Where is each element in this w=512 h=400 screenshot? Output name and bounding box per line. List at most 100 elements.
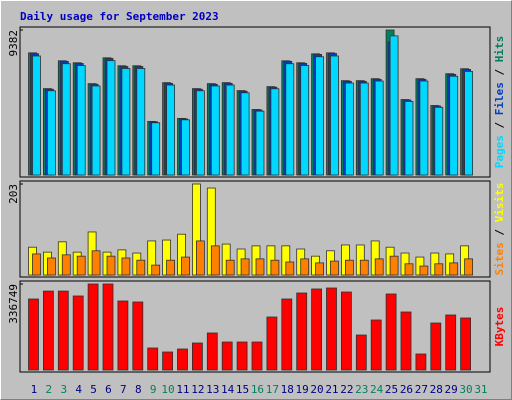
- x-tick-label: 28: [430, 383, 443, 396]
- bar: [206, 332, 218, 371]
- bar: [61, 254, 71, 276]
- bar: [151, 122, 161, 176]
- bar: [61, 63, 71, 176]
- x-tick-label: 8: [135, 383, 142, 396]
- bar: [195, 90, 205, 176]
- bar: [419, 265, 429, 276]
- x-tick-label: 5: [90, 383, 97, 396]
- bar: [132, 301, 144, 371]
- bar: [374, 258, 384, 276]
- bar: [121, 68, 131, 176]
- legend-entry: Hits: [493, 36, 506, 63]
- bar: [121, 257, 131, 276]
- bar: [419, 80, 429, 176]
- x-tick-label: 12: [191, 383, 204, 396]
- bar: [266, 316, 278, 371]
- bar: [296, 292, 308, 371]
- bar: [340, 291, 352, 371]
- legend: KBytes: [493, 307, 506, 347]
- bar: [102, 283, 114, 371]
- x-tick-label: 20: [310, 383, 323, 396]
- legend-separator: /: [493, 222, 506, 242]
- bar: [315, 56, 325, 176]
- legend: Pages / Files / Hits: [493, 36, 506, 169]
- bar: [285, 63, 295, 176]
- bar: [136, 68, 146, 176]
- bar: [285, 261, 295, 276]
- x-tick-label: 29: [445, 383, 458, 396]
- chart-title: Daily usage for September 2023: [20, 10, 219, 23]
- bar: [76, 65, 86, 176]
- bar: [210, 85, 220, 176]
- legend: Sites / Visits: [493, 183, 506, 276]
- x-tick-label: 21: [325, 383, 338, 396]
- bar: [255, 258, 265, 276]
- x-tick-label: 16: [251, 383, 264, 396]
- x-tick-label: 15: [236, 383, 249, 396]
- bar: [162, 351, 174, 371]
- bar: [415, 353, 427, 371]
- bar: [300, 258, 310, 276]
- bar: [166, 259, 176, 276]
- x-tick-label: 11: [176, 383, 189, 396]
- bar: [91, 85, 101, 176]
- bar: [251, 341, 263, 371]
- bar: [326, 287, 337, 371]
- bar: [117, 300, 129, 371]
- x-tick-label: 6: [105, 383, 112, 396]
- bar: [240, 92, 250, 176]
- bar: [330, 55, 339, 176]
- bar: [225, 84, 235, 176]
- x-tick-label: 14: [221, 383, 235, 396]
- bar: [430, 322, 442, 371]
- bar: [270, 88, 280, 176]
- x-tick-label: 17: [266, 383, 279, 396]
- bar: [147, 347, 159, 371]
- bar: [255, 110, 265, 176]
- x-tick-label: 9: [150, 383, 157, 396]
- y-tick-label: 203: [7, 184, 20, 204]
- bar: [191, 342, 203, 371]
- bar: [47, 90, 56, 176]
- legend-entry: Sites: [493, 242, 506, 275]
- x-tick-label: 1: [31, 383, 38, 396]
- legend-entry: Files: [493, 82, 506, 115]
- x-tick-label: 19: [296, 383, 309, 396]
- bar: [344, 259, 354, 276]
- x-tick-label: 24: [370, 383, 384, 396]
- legend-separator: /: [493, 62, 506, 82]
- bar: [270, 259, 280, 276]
- bar: [76, 255, 86, 276]
- bar: [374, 80, 384, 176]
- x-tick-label: 26: [400, 383, 413, 396]
- legend-entry: Visits: [493, 183, 506, 223]
- bar: [311, 288, 323, 371]
- x-tick-label: 31: [474, 383, 487, 396]
- bar: [385, 293, 397, 371]
- bar: [400, 311, 412, 371]
- bar: [464, 71, 474, 176]
- bar: [136, 259, 146, 276]
- x-tick-label: 4: [75, 383, 82, 396]
- bar: [32, 55, 41, 176]
- bar: [434, 106, 444, 176]
- x-tick-label: 10: [161, 383, 174, 396]
- legend-separator: /: [493, 115, 506, 135]
- bar: [434, 263, 444, 276]
- bar: [464, 258, 474, 276]
- bar: [315, 262, 325, 276]
- bar: [91, 250, 101, 276]
- bar: [449, 262, 459, 276]
- bar: [281, 298, 293, 371]
- legend-entry: Pages: [493, 135, 506, 168]
- x-tick-label: 7: [120, 383, 127, 396]
- x-tick-label: 13: [206, 383, 219, 396]
- bar: [166, 84, 176, 176]
- bar: [210, 245, 220, 276]
- bar: [370, 319, 382, 371]
- bar: [43, 290, 54, 371]
- y-tick-label: 336749: [7, 284, 20, 324]
- bar: [72, 295, 84, 371]
- bar: [344, 82, 354, 176]
- bar: [389, 255, 399, 276]
